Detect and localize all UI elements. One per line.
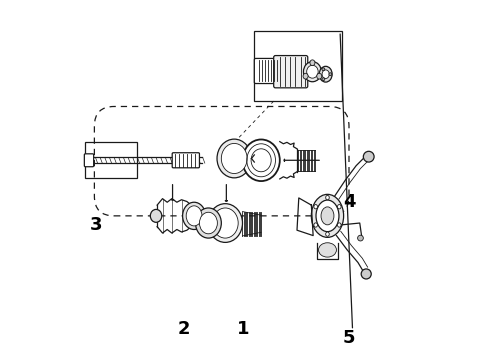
FancyBboxPatch shape xyxy=(254,58,277,84)
Ellipse shape xyxy=(322,68,325,71)
Ellipse shape xyxy=(307,65,318,78)
Ellipse shape xyxy=(329,73,332,76)
Ellipse shape xyxy=(199,212,218,234)
Ellipse shape xyxy=(326,195,329,200)
Ellipse shape xyxy=(319,66,332,82)
Ellipse shape xyxy=(303,73,308,79)
Ellipse shape xyxy=(150,210,162,222)
Ellipse shape xyxy=(321,207,334,225)
Ellipse shape xyxy=(303,62,321,82)
Ellipse shape xyxy=(317,73,322,79)
FancyBboxPatch shape xyxy=(172,153,199,168)
Ellipse shape xyxy=(183,202,205,229)
Ellipse shape xyxy=(217,139,251,178)
Ellipse shape xyxy=(311,194,343,237)
Ellipse shape xyxy=(318,243,337,257)
Ellipse shape xyxy=(314,223,318,227)
Ellipse shape xyxy=(338,223,341,227)
Text: 5: 5 xyxy=(343,329,355,347)
Ellipse shape xyxy=(314,204,318,209)
FancyBboxPatch shape xyxy=(274,55,308,88)
Text: 2: 2 xyxy=(178,320,190,338)
Ellipse shape xyxy=(326,232,329,236)
Ellipse shape xyxy=(364,151,374,162)
FancyBboxPatch shape xyxy=(84,154,94,167)
Ellipse shape xyxy=(310,60,315,66)
Ellipse shape xyxy=(208,204,243,242)
Ellipse shape xyxy=(358,235,364,241)
Ellipse shape xyxy=(243,139,280,181)
Ellipse shape xyxy=(322,78,325,81)
Ellipse shape xyxy=(316,200,339,231)
Ellipse shape xyxy=(338,204,341,209)
Ellipse shape xyxy=(221,143,247,174)
Text: 4: 4 xyxy=(343,193,355,211)
Ellipse shape xyxy=(322,70,329,78)
Ellipse shape xyxy=(186,206,202,226)
Ellipse shape xyxy=(361,269,371,279)
Ellipse shape xyxy=(212,208,238,238)
Text: 3: 3 xyxy=(90,216,102,234)
Ellipse shape xyxy=(196,208,221,238)
Text: 1: 1 xyxy=(237,320,249,338)
